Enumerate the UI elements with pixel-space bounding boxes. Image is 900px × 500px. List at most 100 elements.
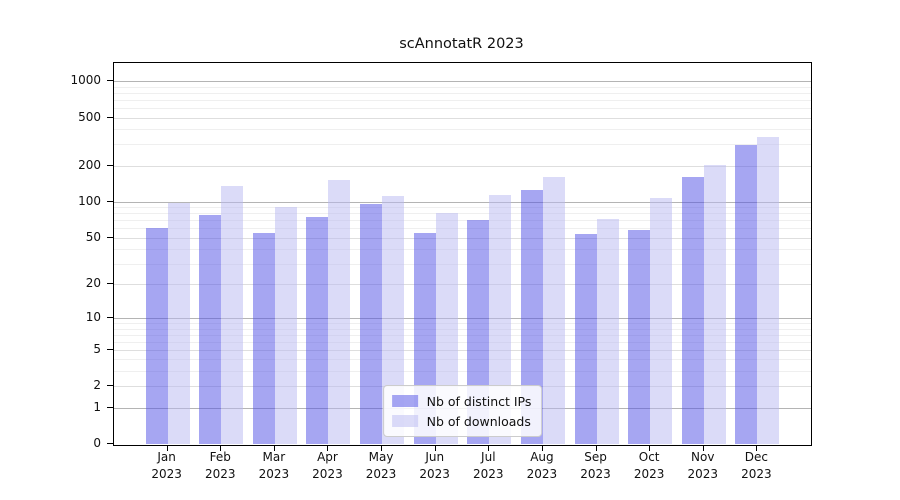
- x-tick-label-line: 2023: [204, 467, 236, 481]
- x-tick-label-line: Jun: [425, 450, 445, 464]
- y-tick: [107, 443, 113, 444]
- y-tick: [107, 80, 113, 82]
- x-tick-label: Apr 2023: [295, 449, 359, 483]
- y-tick-label: 500: [78, 109, 101, 124]
- gridline-major: [114, 201, 811, 203]
- legend-row: Nb of distinct IPs: [391, 391, 532, 411]
- x-tick-label-line: 2023: [580, 467, 611, 481]
- y-tick-label: 5: [93, 341, 101, 356]
- x-tick-label-line: Sep: [584, 450, 607, 464]
- y-tick: [107, 385, 113, 387]
- gridline-minor: [114, 92, 811, 94]
- x-tick-label-line: 2023: [419, 467, 450, 481]
- y-tick-label: 1000: [70, 73, 101, 88]
- bar-downloads: [328, 179, 351, 444]
- x-tick: [702, 445, 704, 451]
- y-tick: [107, 406, 113, 408]
- gridline-minor: [114, 86, 811, 88]
- x-tick-label-line: Aug: [530, 450, 554, 464]
- gridline-minor: [114, 144, 811, 146]
- x-tick-label: Jan 2023: [135, 449, 199, 483]
- y-tick: [107, 164, 113, 166]
- x-tick-label-line: 2023: [526, 467, 558, 481]
- y-tick-label: 200: [78, 157, 101, 172]
- bar-downloads: [274, 207, 297, 444]
- y-tick-label: 20: [85, 276, 101, 291]
- bar-downloads: [703, 164, 726, 444]
- x-tick-label-line: 2023: [687, 467, 719, 481]
- legend: Nb of distinct IPs Nb of downloads: [382, 385, 543, 437]
- x-tick: [381, 445, 383, 451]
- x-tick: [220, 445, 222, 451]
- y-tick-label: 2: [93, 378, 101, 393]
- x-tick-label-line: Oct: [638, 450, 660, 464]
- x-tick-label-line: Jan: [157, 450, 176, 464]
- bar-distinct-ips: [252, 232, 275, 444]
- y-tick-label: 0: [93, 436, 101, 450]
- x-tick: [327, 445, 329, 451]
- x-tick: [649, 445, 651, 451]
- y-tick: [107, 283, 113, 285]
- x-tick: [273, 445, 275, 451]
- x-tick-label: May 2023: [349, 449, 413, 483]
- gridline-minor: [114, 99, 811, 101]
- gridline-minor: [114, 263, 811, 265]
- x-tick-label: Aug 2023: [510, 449, 574, 483]
- plot-area: Nb of distinct IPs Nb of downloads: [113, 62, 812, 446]
- bar-distinct-ips: [306, 217, 329, 444]
- x-tick-label: Feb 2023: [188, 449, 252, 483]
- gridline-minor: [114, 207, 811, 209]
- gridline-major: [114, 165, 811, 167]
- gridline-minor: [114, 334, 811, 336]
- x-tick-label-line: 2023: [633, 467, 665, 481]
- x-tick-label-line: Feb: [209, 450, 231, 464]
- bar-downloads: [489, 194, 512, 444]
- x-tick-label-line: Apr: [317, 450, 338, 464]
- x-tick-label-line: Dec: [744, 450, 768, 464]
- gridline-major: [114, 349, 811, 351]
- y-tick: [107, 116, 113, 118]
- x-tick: [541, 445, 543, 451]
- gridline-major: [114, 117, 811, 119]
- x-tick-label-line: Mar: [262, 450, 286, 464]
- gridline-minor: [114, 359, 811, 361]
- legend-row: Nb of downloads: [391, 411, 532, 431]
- x-tick-label-line: 2023: [258, 467, 290, 481]
- x-tick-label-line: 2023: [473, 467, 504, 481]
- bar-distinct-ips: [681, 177, 704, 444]
- chart-title: scAnnotatR 2023: [399, 36, 524, 52]
- gridline-major: [114, 284, 811, 286]
- x-tick: [488, 445, 490, 451]
- gridline-minor: [114, 108, 811, 110]
- gridline-major: [114, 237, 811, 239]
- gridline-minor: [114, 328, 811, 330]
- x-tick-label-line: Nov: [691, 450, 715, 464]
- y-tick: [107, 317, 113, 319]
- x-tick-label-line: 2023: [741, 467, 772, 481]
- y-tick: [107, 348, 113, 350]
- legend-label: Nb of distinct IPs: [426, 393, 532, 409]
- gridline-minor: [114, 129, 811, 131]
- gridline-minor: [114, 228, 811, 230]
- bar-distinct-ips: [520, 190, 543, 444]
- x-tick-label: Sep 2023: [564, 449, 628, 483]
- y-tick: [107, 236, 113, 238]
- x-tick: [434, 445, 436, 451]
- x-tick: [595, 445, 597, 451]
- gridline-major: [114, 318, 811, 320]
- x-tick: [166, 445, 168, 451]
- x-tick-label: Nov 2023: [671, 449, 735, 483]
- x-tick-label: Oct 2023: [617, 449, 681, 483]
- bar-downloads: [757, 136, 780, 444]
- gridline-minor: [114, 249, 811, 250]
- x-tick-label: Mar 2023: [242, 449, 306, 483]
- x-tick-label-line: 2023: [312, 467, 343, 481]
- bar-distinct-ips: [628, 229, 651, 444]
- x-tick-label: Jul 2023: [456, 449, 520, 483]
- gridline-minor: [114, 371, 811, 373]
- y-tick: [107, 200, 113, 202]
- bar-downloads: [596, 218, 619, 444]
- gridline-major: [114, 81, 811, 83]
- gridline-minor: [114, 213, 811, 215]
